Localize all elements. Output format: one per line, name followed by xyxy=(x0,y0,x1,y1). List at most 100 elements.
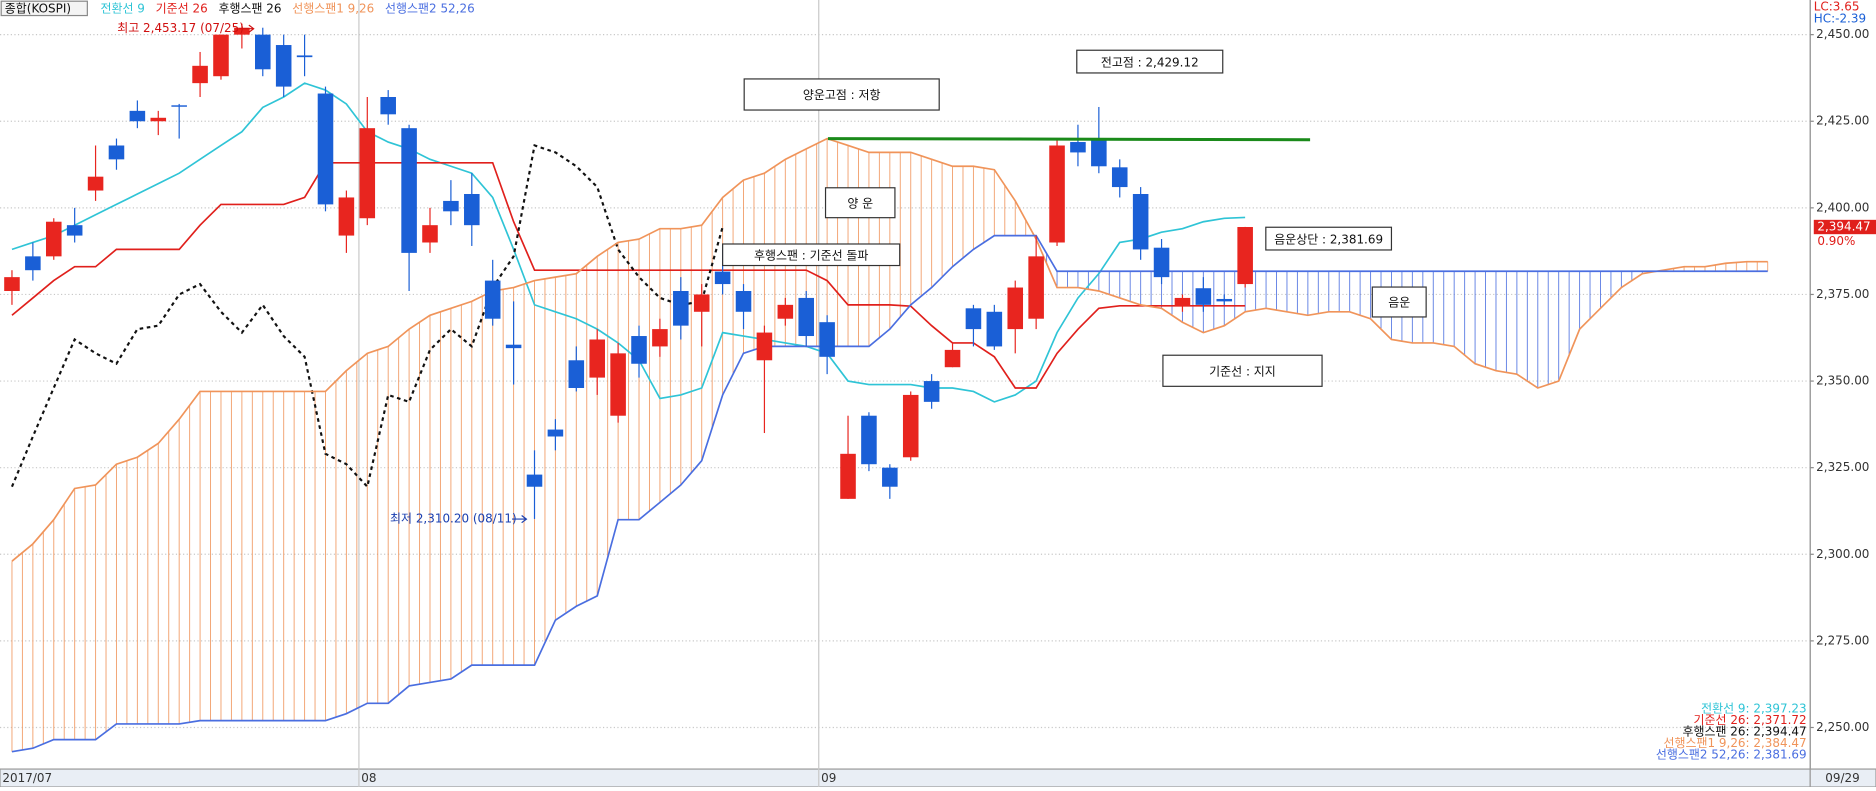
y-tick-label: 2,450.00 xyxy=(1816,27,1869,41)
series-line xyxy=(11,161,1246,389)
note-text: 기준선 : 지지 xyxy=(1209,364,1276,378)
high-arrow xyxy=(239,24,255,33)
candle-body xyxy=(171,105,187,107)
candle-body xyxy=(317,93,334,205)
candle-body xyxy=(526,474,543,487)
candle-body xyxy=(1216,298,1233,302)
candle-body xyxy=(192,65,208,84)
candle-body xyxy=(652,329,668,347)
x-tick-label: 08 xyxy=(361,771,376,785)
candle-body xyxy=(735,290,752,312)
candle-body xyxy=(610,353,626,416)
series-line xyxy=(11,234,1768,753)
candle-body xyxy=(944,349,961,368)
candle-body xyxy=(1049,145,1065,243)
candle-body xyxy=(4,277,20,291)
last-value-label: 전환선 9: 2,397.23 xyxy=(1701,702,1806,716)
legend-entry: 선행스팬1 9,26 xyxy=(292,0,374,15)
series-line xyxy=(11,137,1768,562)
candle-body xyxy=(401,128,417,253)
lc-label: LC:3.65 xyxy=(1814,0,1860,14)
candle-body xyxy=(45,221,62,257)
note-text: 음운 xyxy=(1388,296,1410,310)
legend-entry: 기준선 26 xyxy=(156,1,208,15)
candle-body xyxy=(819,322,835,357)
candle-body xyxy=(505,344,522,349)
candle-body xyxy=(359,128,376,219)
candle-body xyxy=(150,117,167,122)
candle-body xyxy=(902,394,919,458)
legend-entry: 선행스팬2 52,26 xyxy=(385,0,475,15)
candle-body xyxy=(673,290,689,326)
candle-body xyxy=(1174,297,1191,307)
candle-layer xyxy=(4,23,1253,519)
candle-body xyxy=(87,176,104,191)
note-box xyxy=(1076,49,1224,74)
x-tick-label: 2017/07 xyxy=(2,771,52,785)
note-box xyxy=(722,243,901,267)
candle-body xyxy=(568,360,585,388)
candle-body xyxy=(1237,227,1253,285)
candle-body xyxy=(108,145,125,160)
candle-body xyxy=(66,225,83,236)
hc-label: HC:-2.39 xyxy=(1814,12,1866,26)
line-layer xyxy=(10,82,1768,753)
resistance-line xyxy=(827,137,1311,142)
candle-body xyxy=(1195,288,1212,305)
candle-body xyxy=(589,339,605,378)
last-value-label: 후행스팬 26: 2,394.47 xyxy=(1683,724,1807,739)
y-tick-label: 2,300.00 xyxy=(1816,547,1869,561)
candle-body xyxy=(631,336,647,364)
candle-body xyxy=(380,96,396,115)
candle-body xyxy=(255,34,271,70)
candle-body xyxy=(861,415,877,465)
cloud-layer xyxy=(11,138,1769,752)
last-value-label: 기준선 26: 2,371.72 xyxy=(1694,713,1807,727)
candle-body xyxy=(1028,256,1044,319)
candle-body xyxy=(547,429,564,437)
note-text: 양 운 xyxy=(847,196,873,210)
note-text: 전고점 : 2,429.12 xyxy=(1101,55,1199,69)
y-tick-label: 2,425.00 xyxy=(1816,114,1869,128)
candle-body xyxy=(25,256,41,271)
candle-body xyxy=(986,311,1003,347)
series-line xyxy=(11,82,1246,403)
candle-body xyxy=(129,110,146,122)
candle-body xyxy=(923,381,940,402)
candle-body xyxy=(840,453,856,499)
candle-body xyxy=(882,467,898,487)
candle-body xyxy=(1111,167,1128,188)
price-tag-box xyxy=(1813,219,1876,235)
y-tick-label: 2,250.00 xyxy=(1816,720,1869,734)
candle-body xyxy=(443,200,459,212)
note-text: 음운상단 : 2,381.69 xyxy=(1274,232,1383,246)
low-arrow xyxy=(512,515,528,524)
last-value-label: 선행스팬1 9,26: 2,384.47 xyxy=(1664,735,1807,750)
x-axis-area xyxy=(0,768,1811,788)
candle-body xyxy=(1153,247,1170,278)
low-note: 최저 2,310.20 (08/11) xyxy=(390,512,517,526)
note-text: 양운고점 : 저항 xyxy=(803,88,881,102)
y-tick-label: 2,400.00 xyxy=(1816,200,1869,214)
price-tag: 2,394.47 xyxy=(1817,220,1870,234)
price-change: 0.90% xyxy=(1817,234,1855,248)
last-date: 09/29 xyxy=(1825,771,1859,785)
candle-body xyxy=(1132,193,1149,250)
candle-body xyxy=(1007,287,1024,330)
y-tick-label: 2,275.00 xyxy=(1816,633,1869,647)
y-axis-area xyxy=(1810,0,1876,787)
candle-body xyxy=(296,55,313,58)
candle-body xyxy=(965,308,982,330)
candle-body xyxy=(422,225,438,243)
candle-body xyxy=(693,294,710,312)
note-box xyxy=(743,78,940,111)
candle-body xyxy=(798,297,815,337)
y-tick-label: 2,325.00 xyxy=(1816,460,1869,474)
candle-body xyxy=(1091,138,1107,167)
y-tick-label: 2,375.00 xyxy=(1816,287,1869,301)
legend-entry: 전환선 9 xyxy=(101,1,145,15)
candle-body xyxy=(714,271,731,285)
candle-body xyxy=(338,197,355,236)
note-box xyxy=(824,187,896,219)
